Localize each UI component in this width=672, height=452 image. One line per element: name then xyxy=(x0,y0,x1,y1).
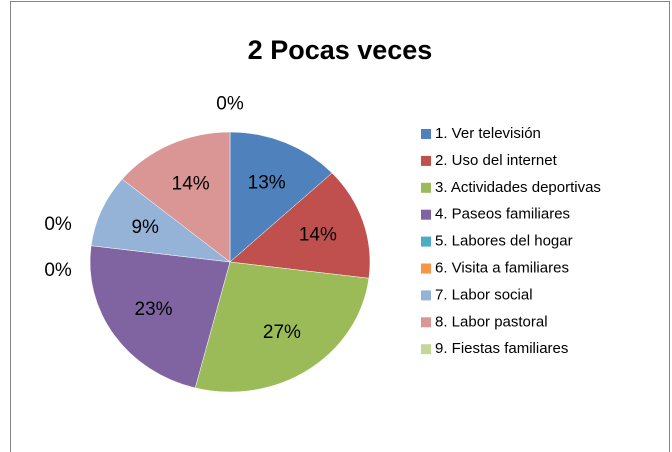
data-label: 14% xyxy=(299,225,337,246)
chart-title: 2 Pocas veces xyxy=(248,35,433,65)
pie-slice xyxy=(229,172,371,279)
data-label: 13% xyxy=(248,172,286,193)
legend-swatch xyxy=(421,129,431,139)
legend-swatch xyxy=(421,344,431,355)
legend-swatch xyxy=(421,209,431,220)
legend-swatch xyxy=(421,263,431,274)
data-label: 27% xyxy=(263,322,301,343)
data-label: 0% xyxy=(44,260,72,281)
pie-slice xyxy=(121,131,231,263)
pie-slice xyxy=(89,245,231,389)
legend-label: 7. Labor social xyxy=(435,286,533,303)
legend-swatch xyxy=(421,317,431,328)
legend-swatch xyxy=(421,236,431,247)
legend-label: 1. Ver televisión xyxy=(435,125,541,142)
legend-label: 8. Labor pastoral xyxy=(435,313,548,330)
legend-swatch xyxy=(421,182,431,193)
data-label: 0% xyxy=(44,214,72,235)
data-label: 23% xyxy=(135,299,173,320)
pie-slice xyxy=(90,178,231,263)
legend-label: 2. Uso del internet xyxy=(435,152,558,169)
legend-swatch xyxy=(421,155,431,166)
legend-swatch xyxy=(421,290,431,301)
pie-slice xyxy=(229,131,333,263)
data-label: 0% xyxy=(216,94,244,115)
data-label: 9% xyxy=(131,217,159,238)
legend-label: 5. Labores del hogar xyxy=(435,233,573,250)
data-label: 14% xyxy=(172,173,210,194)
legend-label: 3. Actividades deportivas xyxy=(435,179,601,196)
legend-label: 9. Fiestas familiares xyxy=(435,340,568,357)
pie-slice xyxy=(194,261,370,393)
legend-label: 4. Paseos familiares xyxy=(435,206,570,223)
legend-label: 6. Visita a familiares xyxy=(435,259,569,276)
